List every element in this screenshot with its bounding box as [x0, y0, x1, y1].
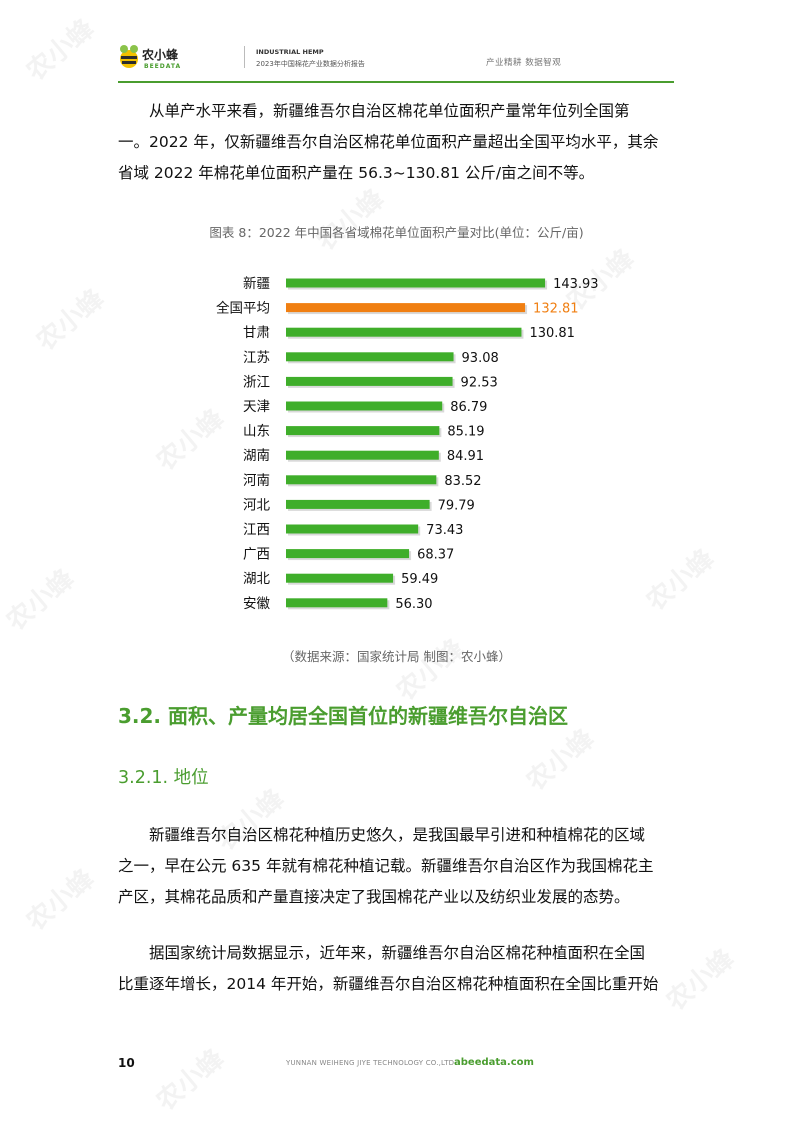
bar [286, 352, 454, 362]
bar [286, 450, 439, 460]
category-label: 广西 [243, 547, 270, 563]
watermark: 农小蜂 [21, 13, 101, 87]
bee-logo: 农小蜂 BEEDATA [118, 44, 188, 74]
category-label: 湖北 [243, 571, 270, 587]
bar [286, 278, 546, 288]
value-label: 83.52 [444, 474, 481, 489]
value-label: 130.81 [529, 326, 575, 341]
watermark: 农小蜂 [21, 863, 101, 937]
paragraph-line: 据国家统计局数据显示，近年来，新疆维吾尔自治区棉花种植面积在全国 [149, 944, 646, 962]
value-label: 79.79 [438, 498, 475, 513]
bar [286, 524, 419, 534]
watermark: 农小蜂 [311, 183, 391, 257]
yield-bar-chart: 新疆 143.93 全国平均 132.81 甘肃 130.81 江苏 93.08 浙江 92.53… [216, 276, 599, 612]
paragraph-line: 之一，早在公元 635 年就有棉花种植记载。新疆维吾尔自治区作为我国棉花主 [118, 857, 654, 875]
watermark: 农小蜂 [31, 283, 111, 357]
watermark: 农小蜂 [521, 723, 601, 797]
bar-highlight [286, 303, 526, 313]
category-label: 江西 [243, 522, 270, 538]
value-label: 84.91 [447, 449, 484, 464]
paragraph-line: 从单产水平来看，新疆维吾尔自治区棉花单位面积产量常年位列全国第 [149, 102, 630, 120]
bar [286, 327, 522, 337]
paragraph-statistics: 据国家统计局数据显示，近年来，新疆维吾尔自治区棉花种植面积在全国 比重逐年增长，… [118, 938, 678, 1000]
paragraph-line: 一。2022 年，仅新疆维吾尔自治区棉花单位面积产量超出全国平均水平，其余 [118, 133, 659, 151]
paragraph-history: 新疆维吾尔自治区棉花种植历史悠久，是我国最早引进和种植棉花的区域 之一，早在公元… [118, 820, 678, 913]
report-title-cn: 2023年中国棉花产业数据分析报告 [256, 60, 365, 68]
category-label: 甘肃 [243, 325, 270, 341]
value-label: 86.79 [450, 400, 487, 415]
watermark: 农小蜂 [641, 543, 721, 617]
value-label: 73.43 [426, 523, 463, 538]
footer-website: abeedata.com [454, 1057, 534, 1068]
bar [286, 426, 440, 436]
value-label: 92.53 [461, 375, 498, 390]
bar [286, 475, 437, 485]
paragraph-line: 省域 2022 年棉花单位面积产量在 56.3~130.81 公斤/亩之间不等。 [118, 164, 595, 182]
paragraph-line: 新疆维吾尔自治区棉花种植历史悠久，是我国最早引进和种植棉花的区域 [149, 826, 646, 844]
logo-subtext: BEEDATA [144, 63, 182, 70]
value-label: 68.37 [417, 548, 454, 563]
category-label: 江苏 [243, 350, 270, 366]
bee-icon [120, 45, 138, 68]
chart-title: 图表 8：2022 年中国各省域棉花单位面积产量对比(单位：公斤/亩) [209, 225, 584, 240]
paragraph-line: 产区，其棉花品质和产量直接决定了我国棉花产业以及纺织业发展的态势。 [118, 888, 630, 906]
category-label: 浙江 [243, 374, 270, 390]
category-label: 湖南 [243, 448, 270, 464]
category-label: 新疆 [243, 276, 270, 292]
page-header: 农小蜂 BEEDATA INDUSTRIAL HEMP 2023年中国棉花产业数… [118, 40, 678, 84]
report-title-en: INDUSTRIAL HEMP [256, 48, 324, 56]
watermark: 农小蜂 [391, 633, 471, 707]
footer-company: YUNNAN WEIHENG JIYE TECHNOLOGY CO.,LTD. [286, 1059, 457, 1067]
subsection-heading: 3.2.1. 地位 [118, 768, 209, 788]
value-label: 56.30 [395, 597, 432, 612]
watermark: 农小蜂 [151, 1043, 231, 1117]
bar [286, 376, 453, 386]
header-slogan: 产业精耕 数据智观 [486, 58, 562, 68]
category-label: 河南 [243, 473, 270, 489]
value-label: 143.93 [553, 277, 599, 292]
category-label: 天津 [243, 399, 270, 415]
category-label: 河北 [243, 497, 270, 513]
logo-text: 农小蜂 [142, 48, 179, 62]
value-label: 132.81 [533, 302, 579, 317]
paragraph-line: 比重逐年增长，2014 年开始，新疆维吾尔自治区棉花种植面积在全国比重开始 [118, 975, 659, 993]
value-label: 93.08 [462, 351, 499, 366]
bar [286, 598, 388, 608]
header-rule [118, 81, 674, 83]
chart-source: （数据来源：国家统计局 制图：农小蜂） [282, 649, 511, 664]
section-heading: 3.2. 面积、产量均居全国首位的新疆维吾尔自治区 [118, 704, 568, 728]
value-label: 59.49 [401, 572, 438, 587]
intro-paragraph: 从单产水平来看，新疆维吾尔自治区棉花单位面积产量常年位列全国第 一。2022 年… [118, 96, 678, 189]
bar [286, 549, 410, 559]
bar [286, 499, 430, 509]
watermark: 农小蜂 [1, 563, 81, 637]
bar [286, 573, 394, 583]
bar [286, 401, 443, 411]
page-number: 10 [118, 1056, 135, 1070]
category-label: 安徽 [243, 596, 270, 612]
header-divider [244, 46, 245, 68]
value-label: 85.19 [447, 425, 484, 440]
category-label: 全国平均 [216, 300, 270, 317]
category-label: 山东 [243, 424, 270, 440]
